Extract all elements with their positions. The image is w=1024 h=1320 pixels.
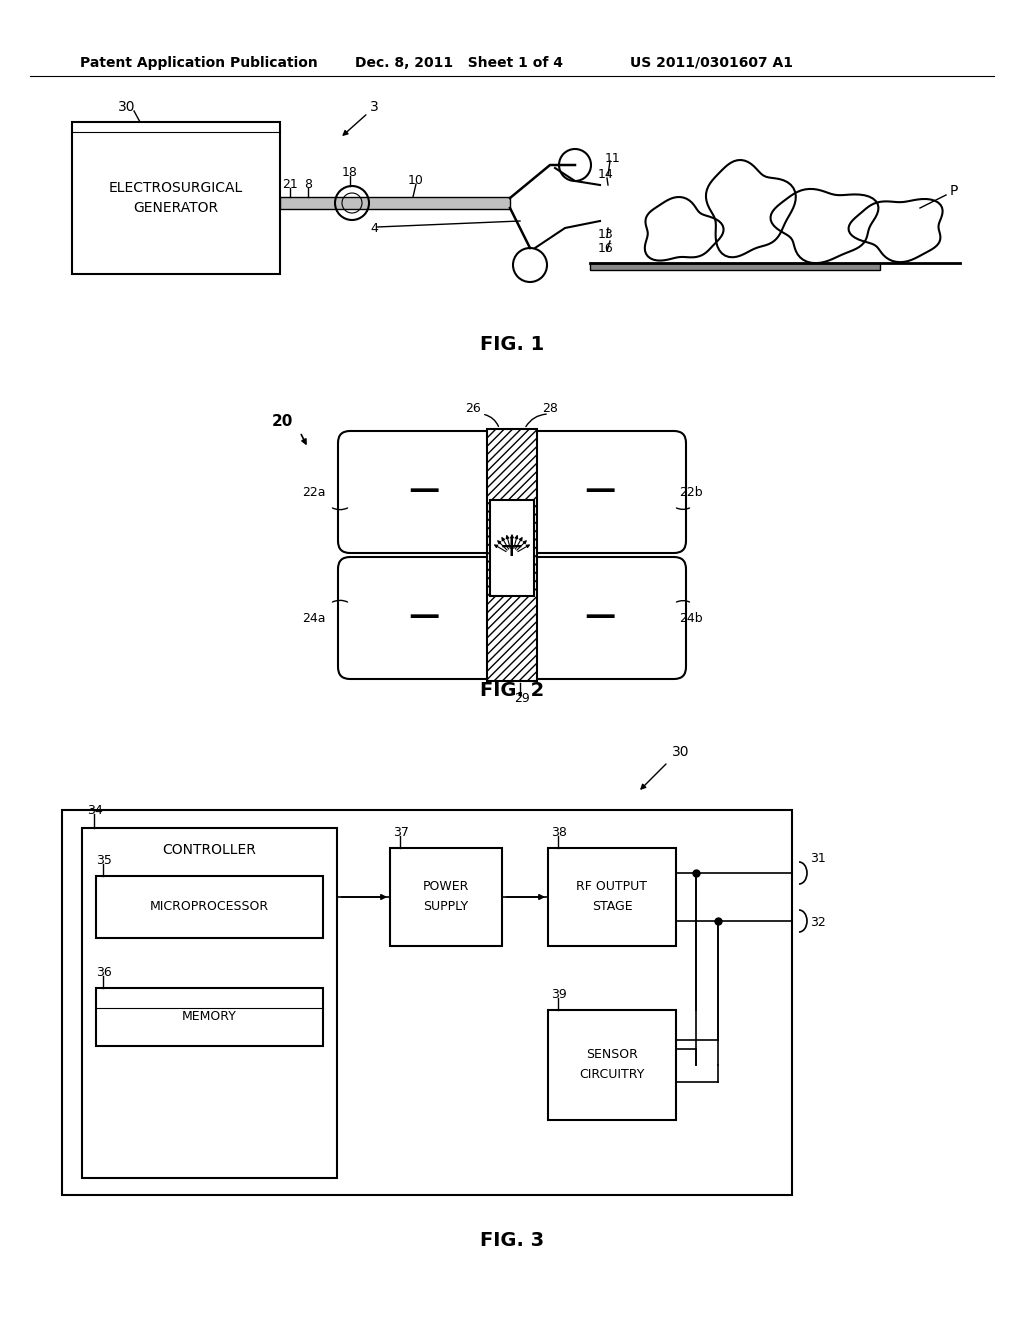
- Text: FIG. 3: FIG. 3: [480, 1230, 544, 1250]
- Bar: [96, 876, 323, 939]
- Text: −: −: [406, 470, 442, 513]
- FancyBboxPatch shape: [338, 557, 510, 678]
- Text: 26: 26: [465, 403, 480, 416]
- FancyBboxPatch shape: [514, 432, 686, 553]
- Bar: [96, 987, 323, 1045]
- Text: 22a: 22a: [302, 486, 326, 499]
- Text: 35: 35: [96, 854, 112, 866]
- Bar: [62, 810, 792, 1195]
- Text: 24a: 24a: [302, 611, 326, 624]
- Text: 22b: 22b: [679, 486, 702, 499]
- Text: FIG. 1: FIG. 1: [480, 335, 544, 355]
- Text: 24b: 24b: [679, 611, 702, 624]
- FancyBboxPatch shape: [338, 432, 510, 553]
- Text: 8: 8: [304, 178, 312, 191]
- Text: 4: 4: [370, 222, 378, 235]
- Text: 29: 29: [514, 693, 529, 705]
- Text: 30: 30: [672, 744, 689, 759]
- Text: Patent Application Publication: Patent Application Publication: [80, 55, 317, 70]
- Text: 30: 30: [118, 100, 135, 114]
- Text: 36: 36: [96, 965, 112, 978]
- Text: 34: 34: [87, 804, 102, 817]
- Text: 38: 38: [551, 825, 567, 838]
- Text: −: −: [406, 597, 442, 639]
- Text: ELECTROSURGICAL: ELECTROSURGICAL: [109, 181, 243, 195]
- Bar: [548, 847, 676, 946]
- Text: SENSOR: SENSOR: [586, 1048, 638, 1061]
- Text: 37: 37: [393, 825, 409, 838]
- Text: 11: 11: [605, 152, 621, 165]
- Bar: [280, 197, 510, 209]
- Text: SUPPLY: SUPPLY: [424, 899, 469, 912]
- Text: MICROPROCESSOR: MICROPROCESSOR: [150, 900, 269, 913]
- Text: 14: 14: [598, 169, 613, 181]
- Text: −: −: [582, 597, 618, 639]
- Text: 18: 18: [342, 166, 357, 180]
- Text: MEMORY: MEMORY: [182, 1011, 237, 1023]
- Text: 28: 28: [542, 403, 558, 416]
- Text: CONTROLLER: CONTROLLER: [163, 843, 256, 857]
- Bar: [72, 121, 280, 275]
- Text: 13: 13: [598, 228, 613, 242]
- Text: Dec. 8, 2011   Sheet 1 of 4: Dec. 8, 2011 Sheet 1 of 4: [355, 55, 563, 70]
- Text: 16: 16: [598, 243, 613, 256]
- Text: 39: 39: [551, 987, 566, 1001]
- Text: RF OUTPUT: RF OUTPUT: [577, 880, 647, 894]
- Text: 3: 3: [370, 100, 379, 114]
- FancyBboxPatch shape: [514, 557, 686, 678]
- Text: CIRCUITRY: CIRCUITRY: [580, 1068, 645, 1081]
- Bar: [490, 500, 534, 597]
- Text: GENERATOR: GENERATOR: [133, 201, 218, 215]
- Text: P: P: [950, 183, 958, 198]
- Text: POWER: POWER: [423, 880, 469, 894]
- Text: 21: 21: [282, 178, 298, 191]
- Text: 20: 20: [272, 414, 293, 429]
- Bar: [590, 263, 880, 271]
- Bar: [390, 847, 502, 946]
- Text: 10: 10: [408, 174, 424, 187]
- Bar: [487, 429, 537, 681]
- Text: 31: 31: [810, 853, 825, 866]
- Bar: [82, 828, 337, 1177]
- Text: US 2011/0301607 A1: US 2011/0301607 A1: [630, 55, 793, 70]
- Text: FIG. 2: FIG. 2: [480, 681, 544, 700]
- Text: STAGE: STAGE: [592, 899, 632, 912]
- Text: −: −: [582, 470, 618, 513]
- Bar: [548, 1010, 676, 1119]
- Text: +: +: [499, 533, 525, 562]
- Text: 32: 32: [810, 916, 825, 929]
